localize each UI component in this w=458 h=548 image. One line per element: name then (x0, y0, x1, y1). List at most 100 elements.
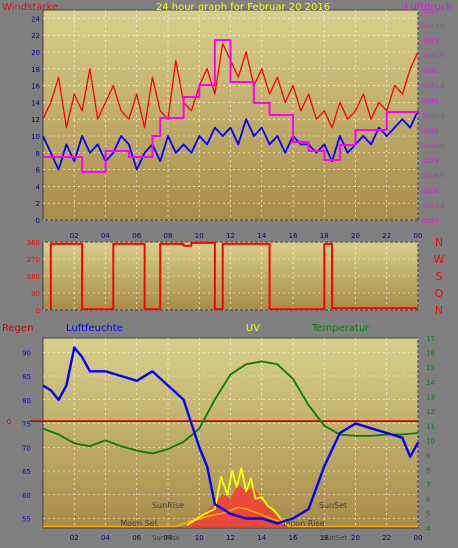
humidity-tick-label: 55 (22, 516, 31, 524)
temperature-tick-label: 15 (426, 364, 435, 372)
y-right-tick-label: 1029 (422, 157, 439, 165)
moonset-annotation: Moon Set (120, 519, 157, 528)
y-tick-label: 24 (31, 15, 40, 23)
temperature-tick-label: 7 (426, 481, 430, 489)
humidity-tick-label: 60 (22, 492, 31, 500)
humidity-tick-label: 65 (22, 468, 31, 476)
uv-title: UV (246, 323, 260, 334)
y-tick-label: 180 (27, 273, 40, 281)
x-tick-label: 00 (414, 232, 423, 240)
temperature-tick-label: 6 (426, 496, 431, 504)
x-tick-label: 04 (101, 232, 110, 240)
y-tick-label: 0 (36, 217, 40, 225)
series-direction-line (49, 241, 418, 311)
y-right-tick-label: 1033,5 (422, 22, 445, 30)
x-tick-label: 16 (289, 232, 298, 240)
y-tick-label: 90 (31, 290, 40, 298)
compass-label: O (435, 287, 444, 300)
pressure-title: Luftdruck (405, 2, 452, 13)
y-right-tick-label: 1031 (422, 97, 439, 105)
y-tick-label: 20 (31, 49, 40, 57)
compass-label: N (435, 304, 443, 317)
temperature-tick-label: 4 (426, 525, 431, 533)
y-tick-label: 22 (31, 32, 40, 40)
y-right-tick-label: 1034 (422, 7, 439, 15)
x-tick-label: 18 (320, 232, 329, 240)
x-tick-label: 10 (195, 534, 204, 542)
y-right-tick-label: 1032 (422, 67, 439, 75)
compass-label: S (436, 270, 443, 283)
x-tick-label: 02 (70, 232, 79, 240)
x-tick-label: 18 (320, 534, 329, 542)
x-tick-label: 20 (351, 534, 360, 542)
y-right-tick-label: 1030,5 (422, 112, 445, 120)
humidity-tick-label: 70 (22, 444, 31, 452)
humidity-tick-label: 90 (22, 349, 31, 357)
x-tick-label: 10 (195, 232, 204, 240)
x-tick-label: 06 (132, 534, 141, 542)
x-tick-label: 12 (226, 232, 235, 240)
chart-title: 24 hour graph for Februar 20 2016 (156, 2, 330, 13)
y-tick-label: 18 (31, 66, 40, 74)
series-moon-line (43, 506, 418, 528)
humidity-tick-label: 75 (22, 421, 31, 429)
y-right-tick-label: 1027,5 (422, 202, 445, 210)
y-tick-label: 12 (31, 116, 40, 124)
y-right-tick-label: 1033 (422, 37, 439, 45)
series-temperature-line (42, 360, 419, 455)
y-right-tick-label: 1027 (422, 217, 439, 225)
temperature-tick-label: 8 (426, 467, 430, 475)
x-tick-label: 22 (382, 232, 391, 240)
y-tick-label: 270 (27, 256, 40, 264)
x-tick-label: 00 (414, 534, 423, 542)
x-tick-label: 20 (351, 232, 360, 240)
x-tick-label: 08 (164, 232, 173, 240)
series-humidity-line (42, 346, 420, 525)
y-tick-label: 16 (31, 83, 40, 91)
wind-title: Windstärke (2, 2, 58, 13)
y-tick-label: 2 (36, 200, 40, 208)
temperature-tick-label: 17 (426, 335, 435, 343)
y-tick-label: 4 (36, 183, 41, 191)
temperature-tick-label: 9 (426, 452, 430, 460)
y-right-tick-label: 1032,5 (422, 52, 445, 60)
y-right-tick-label: 1028,5 (422, 172, 445, 180)
sunrise-time-annotation: SunRise (152, 534, 180, 542)
rain-title: Regen (2, 323, 34, 334)
y-right-tick-label: 1031,5 (422, 82, 445, 90)
x-tick-label: 16 (289, 534, 298, 542)
x-tick-label: 22 (382, 534, 391, 542)
y-tick-label: 0 (36, 307, 40, 315)
temperature-tick-label: 11 (426, 423, 435, 431)
x-tick-label: 06 (132, 232, 141, 240)
temperature-tick-label: 12 (426, 408, 435, 416)
humidity-title: Luftfeuchte (66, 323, 123, 334)
x-tick-label: 02 (70, 534, 79, 542)
temperature-tick-label: 13 (426, 393, 435, 401)
sunset-time-annotation: SunSet (323, 534, 348, 542)
temperature-tick-label: 5 (426, 510, 430, 518)
humidity-tick-label: 85 (22, 373, 31, 381)
compass-label: W (434, 253, 445, 266)
sunset-annotation: SunSet (319, 501, 347, 510)
series-pressure-line (43, 39, 418, 173)
temperature-tick-label: 16 (426, 350, 435, 358)
y-right-tick-label: 1030 (422, 127, 439, 135)
y-right-tick-label: 1029,5 (422, 142, 445, 150)
temperature-tick-label: 10 (426, 437, 435, 445)
y-tick-label: 8 (36, 150, 40, 158)
y-tick-label: 10 (31, 133, 40, 141)
x-tick-label: 14 (257, 534, 266, 542)
sunrise-annotation: SunRise (152, 501, 184, 510)
series-uv-line (186, 467, 291, 528)
compass-label: N (435, 236, 443, 249)
y-right-tick-label: 1028 (422, 187, 439, 195)
rain-tick-label: 0 (7, 418, 11, 426)
x-tick-label: 08 (164, 534, 173, 542)
temperature-title: Temperatur (311, 323, 370, 334)
x-tick-label: 12 (226, 534, 235, 542)
y-tick-label: 360 (27, 239, 40, 247)
humidity-tick-label: 80 (22, 397, 31, 405)
